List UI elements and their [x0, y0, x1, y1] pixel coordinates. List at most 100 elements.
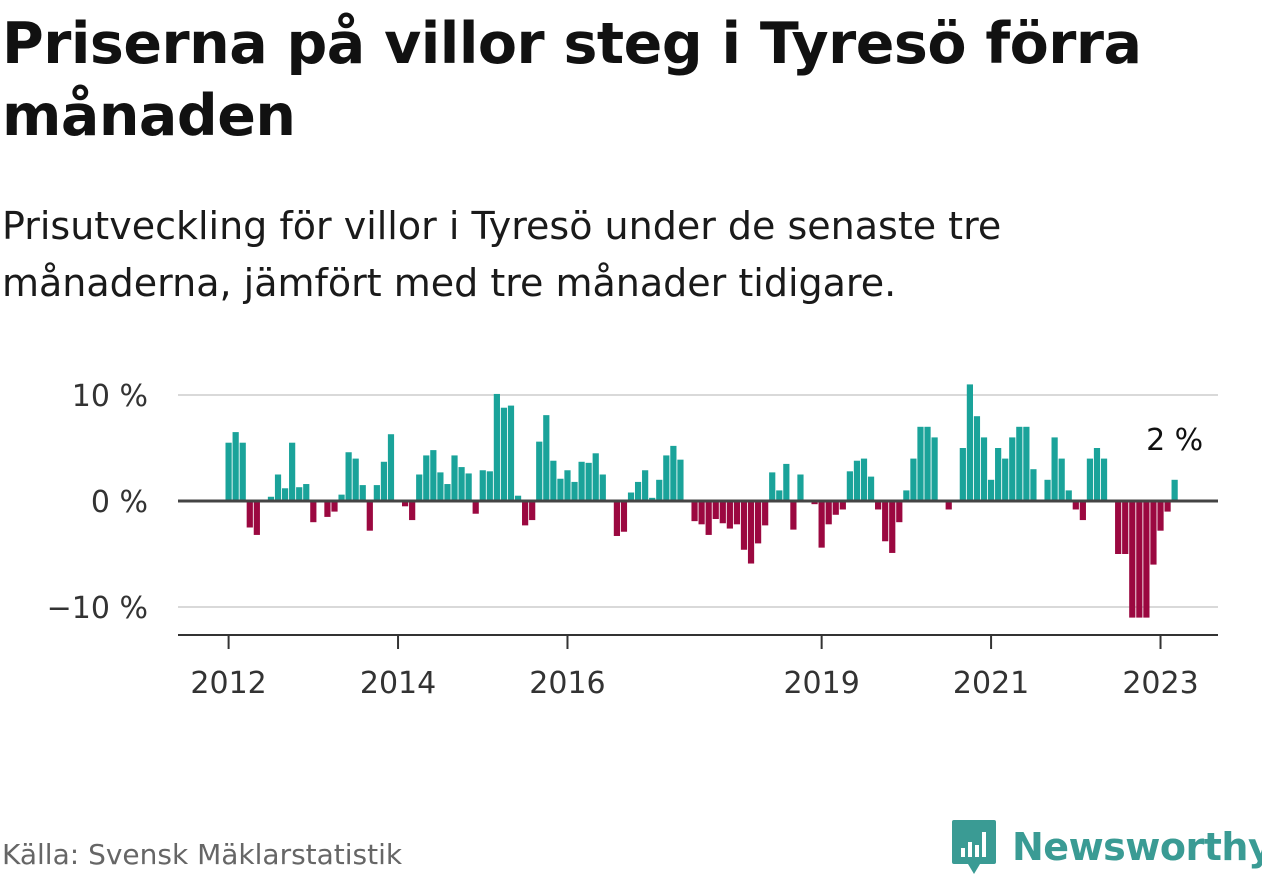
x-tick-label: 2021	[953, 666, 1029, 700]
bar	[627, 492, 635, 501]
bar	[1065, 490, 1072, 501]
bar	[1072, 501, 1079, 510]
bar	[352, 458, 359, 501]
bar	[599, 474, 606, 501]
bar	[274, 474, 282, 501]
bar	[451, 455, 458, 501]
grid-lines	[178, 394, 1218, 608]
bar	[1093, 448, 1101, 501]
bar	[917, 426, 924, 501]
bar	[493, 393, 500, 501]
bar	[705, 501, 712, 535]
bar	[783, 463, 790, 501]
bar	[458, 467, 465, 501]
axes: −10 % 0 % 10 % 2012 2014 2016 2019 2021 2023 2 %	[47, 379, 1218, 700]
bar	[649, 497, 656, 501]
bar	[1157, 501, 1164, 531]
bar	[402, 501, 409, 507]
bar	[557, 478, 564, 501]
bar	[712, 501, 719, 520]
bar	[790, 501, 797, 530]
bar	[380, 461, 388, 501]
bar	[980, 437, 988, 501]
bar	[592, 453, 599, 501]
chart-title: Priserna på villor steg i Tyresö förra m…	[2, 11, 1142, 149]
bar	[522, 501, 529, 526]
bar	[578, 461, 585, 501]
bar	[232, 432, 239, 501]
bar	[995, 448, 1002, 501]
bar	[514, 495, 522, 501]
bar	[1143, 501, 1150, 618]
brand-logo[interactable]: Newsworthy	[950, 818, 1262, 876]
bar	[853, 460, 861, 501]
x-tick-label: 2016	[529, 666, 605, 700]
bar	[846, 471, 853, 501]
bar	[755, 501, 762, 544]
bar	[564, 470, 571, 501]
brand-name: Newsworthy	[1012, 825, 1262, 869]
bar	[910, 458, 917, 501]
bar	[1129, 501, 1136, 618]
bar	[1030, 469, 1037, 501]
bar	[225, 442, 232, 501]
x-tick-label: 2012	[190, 666, 266, 700]
bar	[430, 450, 437, 501]
bar	[571, 481, 578, 501]
bar	[747, 501, 755, 564]
bar	[550, 460, 557, 501]
bar	[423, 455, 430, 501]
chart-subtitle: Prisutveckling för villor i Tyresö under…	[2, 204, 1002, 305]
bar	[1009, 437, 1016, 501]
bar	[479, 470, 486, 501]
bar-chart: −10 % 0 % 10 % 2012 2014 2016 2019 2021 2023 2 %	[47, 379, 1218, 700]
bar	[373, 485, 380, 501]
source-note: Källa: Svensk Mäklarstatistik	[2, 838, 403, 871]
bar	[620, 501, 628, 532]
bar	[1150, 501, 1157, 565]
bar	[1016, 426, 1023, 501]
bar	[987, 479, 995, 501]
bar	[536, 441, 543, 501]
bar	[719, 501, 726, 524]
bar	[1171, 479, 1178, 501]
bar	[959, 448, 966, 501]
bar	[945, 501, 952, 510]
bar	[1002, 458, 1009, 501]
bar	[1023, 426, 1030, 501]
bar	[437, 472, 444, 501]
bar	[387, 434, 395, 501]
bar	[1058, 458, 1065, 501]
bar	[529, 501, 536, 521]
bar	[239, 442, 246, 501]
bar	[818, 501, 825, 548]
bar	[875, 501, 882, 510]
bar	[740, 501, 748, 550]
bar	[253, 501, 260, 535]
bar	[825, 501, 832, 525]
bar	[924, 426, 931, 501]
x-tick-label: 2023	[1122, 666, 1198, 700]
bar	[246, 501, 253, 528]
bar	[811, 501, 818, 505]
bar	[1164, 501, 1171, 512]
bar	[1115, 501, 1122, 554]
bar	[889, 501, 896, 553]
bar	[1100, 458, 1108, 501]
bar	[303, 484, 310, 501]
bar	[698, 501, 705, 525]
bar	[296, 487, 303, 501]
x-tick-label: 2014	[360, 666, 436, 700]
bar	[267, 496, 275, 501]
bar	[1079, 501, 1086, 521]
bar	[670, 445, 677, 501]
bar	[543, 415, 550, 501]
bar	[966, 384, 973, 501]
bar	[1122, 501, 1129, 554]
bar	[882, 501, 889, 542]
bar	[324, 501, 331, 517]
bar	[832, 501, 839, 515]
x-tick-label: 2019	[783, 666, 859, 700]
newsworthy-logo-icon	[952, 820, 996, 874]
bar	[867, 476, 875, 501]
